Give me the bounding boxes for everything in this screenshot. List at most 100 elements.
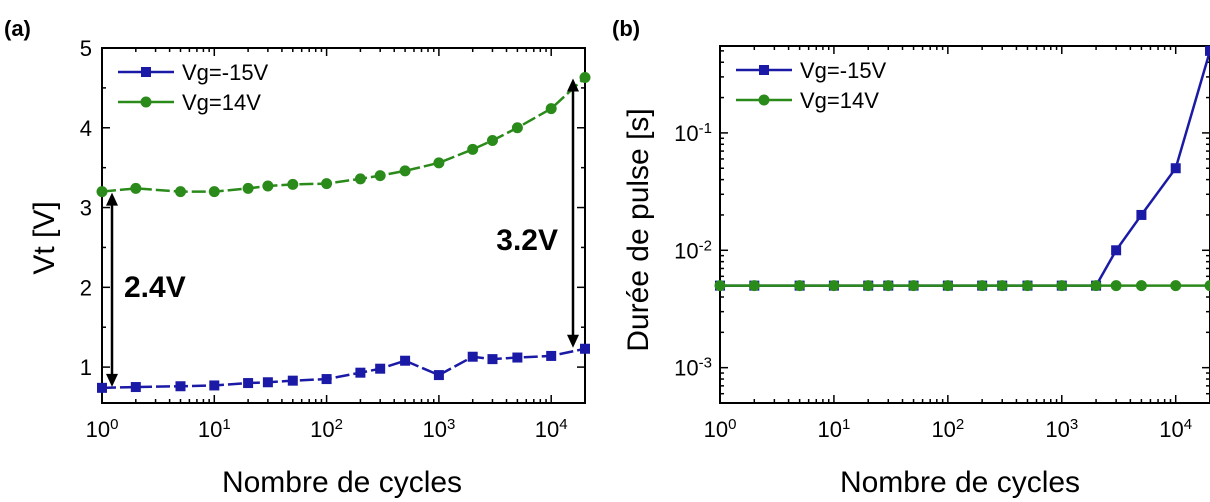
panel-b-x-tick-label: 103 [1045,416,1078,443]
panel-b-series-1-point [1111,245,1122,256]
panel-b-x-tick-label: 102 [931,416,964,443]
panel-a-series-1-point [467,351,478,362]
panel-b-series-2-point [1170,280,1182,292]
panel-b-series-2-point [828,280,840,292]
panel-a: (a) Vt [V] Nombre de cycles 100 101 102 103… [4,16,591,499]
panel-a-arrow-left-head-bottom [106,373,118,387]
panel-a-ylabel: Vt [V] [28,201,61,274]
panel-a-y-tick-label: 3 [80,196,92,221]
panel-b-series-layer [714,45,1210,292]
panel-a-series-2-point [579,72,591,84]
panel-b-series-2-point [1110,280,1122,292]
panel-a-plot-area: 100 101 102 103 104 1 2 3 4 5 [80,36,586,443]
panel-b-x-tick-label: 100 [704,416,737,443]
panel-b-series-2-point [996,280,1008,292]
panel-a-series-1-point [546,350,557,361]
panel-a-series-layer [96,72,591,393]
panel-a-series-2-point [262,180,274,192]
panel-a-series-1-point [209,380,220,391]
panel-a-series-1-point [433,370,444,381]
panel-a-annotation-left: 2.4V [124,271,186,304]
panel-b-series-2-point [1021,280,1033,292]
panel-a-series-1-point [355,367,366,378]
panel-a-legend-marker-1 [141,67,151,77]
panel-b-x-tick-label: 104 [1159,416,1192,443]
panel-b-legend-label-1: Vg=-15V [800,58,887,83]
panel-a-series-2-point [242,182,254,194]
panel-a-series-2-point [374,170,386,182]
panel-b-series-2-point [942,280,954,292]
panel-b-series-2-point [1090,280,1102,292]
panel-a-y-tick-label: 5 [80,36,92,61]
panel-a-series-2-point [287,178,299,190]
panel-a-annotation-right: 3.2V [496,224,558,257]
panel-a-x-tick-label: 102 [310,416,343,443]
panel-a-series-2-point [208,186,220,198]
panel-b-series-1-point [1205,45,1210,56]
panel-a-series-1-point [130,382,141,393]
panel-a-arrow-right-head-top [567,78,579,92]
panel-a-series-1-point [97,382,107,393]
panel-a-axes-frame [101,47,586,404]
panel-a-x-tick-label: 101 [198,416,231,443]
panel-b-series-2-point [882,280,894,292]
panel-b-series-2-point [794,280,806,292]
panel-a-y-tick-label: 2 [80,275,92,300]
panel-a-arrow-right-head-bottom [567,334,579,348]
panel-a-series-2-point [130,182,142,194]
panel-b-series-1-point [1170,163,1181,174]
panel-a-series-2-point [321,178,333,190]
panel-a-legend-label-2: Vg=14V [182,90,261,115]
panel-a-series-2-point [354,173,366,185]
panel-b-xlabel: Nombre de cycles [840,466,1080,499]
panel-a-series-1-point [262,377,273,388]
panel-a-series-2-point [399,165,411,177]
panel-a-legend-marker-2 [140,96,152,108]
panel-b-series-2-point [1056,280,1068,292]
panel-a-series-2-point [467,143,479,155]
panel-b-series-2-point [748,280,760,292]
panel-a-series-1-point [243,378,254,389]
panel-b-series-2-point [862,280,874,292]
panel-b-legend-marker-1 [759,65,769,75]
panel-a-annotations: 2.4V 3.2V [106,78,579,387]
panel-a-x-tick-label: 103 [422,416,455,443]
panel-a-series-1-point [400,355,411,366]
panel-b-series-2-point [976,280,988,292]
panel-a-y-tick-label: 1 [80,355,92,380]
panel-a-series-2-point [511,122,523,134]
panel-b-legend-marker-2 [758,94,770,106]
panel-a-x-tick-label: 104 [535,416,568,443]
panel-a-xlabel: Nombre de cycles [222,466,462,499]
panel-b-x-tick-label: 101 [818,416,851,443]
panel-a-y-tick-label: 4 [80,116,92,141]
panel-b-series-2-point [714,280,726,292]
panel-b: (b) Durée de pulse [s] Nombre de cycles … [612,16,1210,499]
panel-b-y-tick-label: 10-2 [674,237,712,264]
panel-a-series-2-point [174,186,186,198]
panel-a-series-2-point [486,135,498,147]
panel-b-plot-area: 100 101 102 103 104 10-3 10-2 10-1 [674,45,1210,443]
panel-b-legend: Vg=-15V Vg=14V [736,58,887,113]
panel-b-series-2-point [908,280,920,292]
panel-b-y-tick-label: 10-1 [674,119,712,146]
panel-a-series-1-point [321,374,332,385]
panel-b-series-1-line [720,50,1210,287]
panel-a-legend-label-1: Vg=-15V [182,60,269,85]
panel-a-series-1-point [375,363,386,374]
panel-a-label: (a) [4,16,31,41]
panel-a-legend: Vg=-15V Vg=14V [118,60,269,115]
panel-b-axes-frame [719,45,1210,404]
panel-a-series-2-point [433,157,445,169]
panel-a-x-tick-label: 100 [86,416,119,443]
panel-a-series-1-point [512,352,523,363]
panel-b-y-tick-label: 10-3 [674,354,712,381]
panel-b-legend-label-2: Vg=14V [800,88,879,113]
panel-a-series-2-line [101,76,586,193]
panel-a-series-1-point [487,354,498,365]
panel-b-label: (b) [612,16,640,41]
panel-b-ylabel: Durée de pulse [s] [622,108,655,351]
panel-a-series-1-point [580,343,590,354]
panel-a-series-1-point [287,375,298,386]
